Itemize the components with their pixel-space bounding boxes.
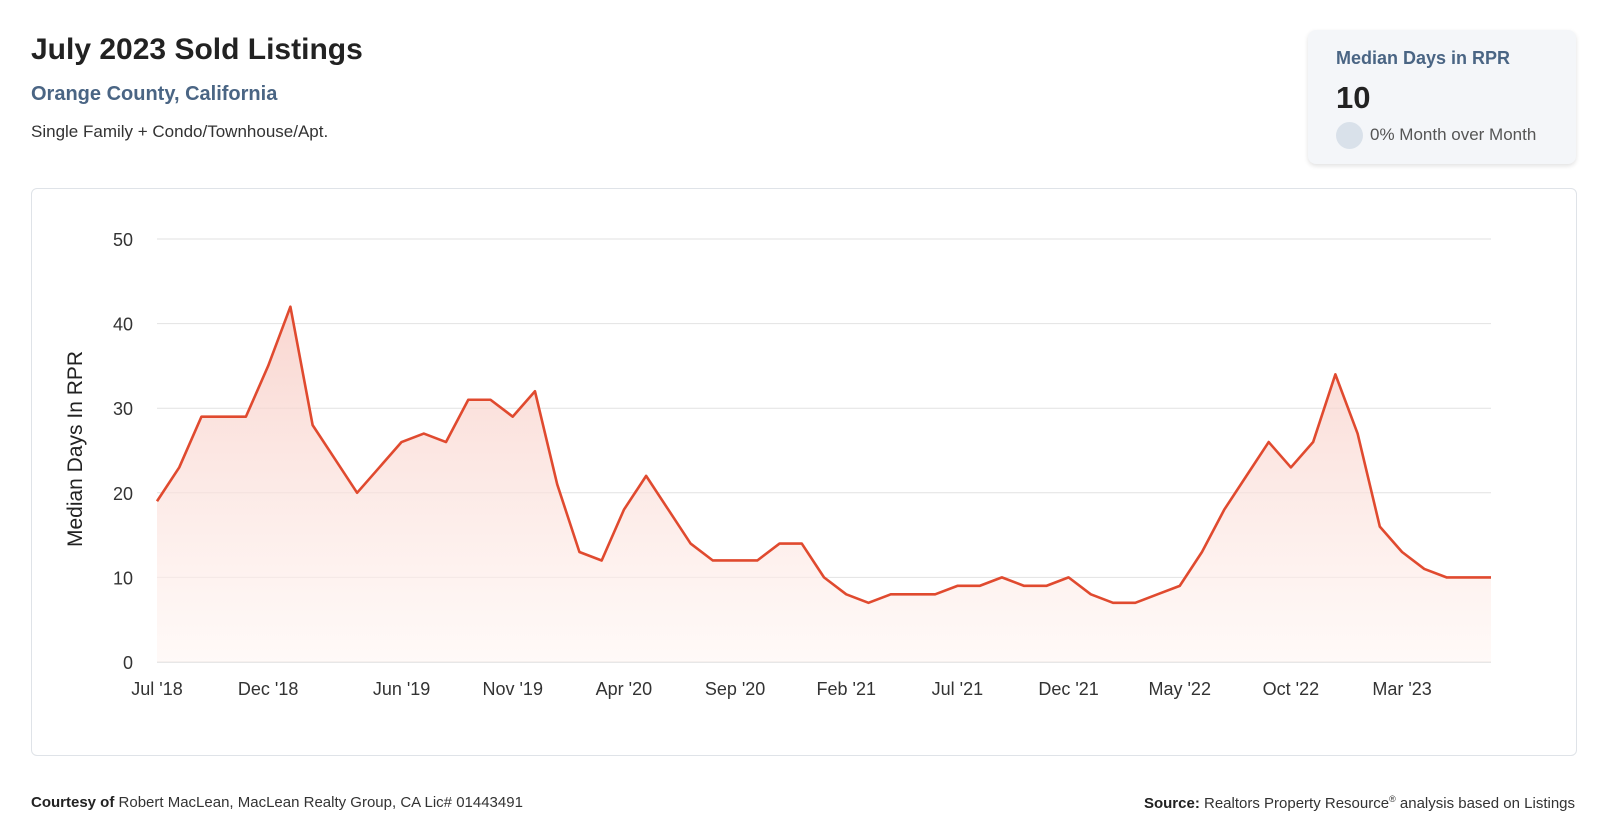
change-indicator-icon [1336,122,1363,149]
x-tick-label: Apr '20 [596,679,652,699]
stat-change-text: 0% Month over Month [1370,125,1537,144]
x-tick-label: Jul '18 [131,679,182,699]
x-tick-label: Nov '19 [482,679,542,699]
stat-label: Median Days in RPR [1336,48,1511,68]
source-text-2: analysis based on Listings [1399,795,1575,812]
registered-mark: ® [1389,794,1396,804]
median-days-stat-card: Median Days in RPR 10 0% Month over Mont… [1308,30,1576,164]
x-tick-label: Jul '21 [932,679,983,699]
x-tick-label: May '22 [1148,679,1210,699]
y-tick-label: 20 [113,484,133,504]
series-line [155,305,1491,605]
x-tick-label: Dec '18 [238,679,298,699]
x-tick-label: Oct '22 [1263,679,1319,699]
courtesy-label: Courtesy of [31,794,115,811]
series-area [157,306,1491,662]
source-footer: Source: Realtors Property Resource® anal… [1144,794,1575,812]
x-tick-label: Jun '19 [373,679,430,699]
y-tick-label: 0 [123,653,133,673]
x-tick-label: Mar '23 [1372,679,1431,699]
courtesy-text: Robert MacLean, MacLean Realty Group, CA… [118,794,523,811]
y-tick-label: 50 [113,230,133,250]
y-axis-ticks: 0 10 20 30 40 50 [113,230,133,673]
y-tick-label: 10 [113,568,133,588]
x-tick-label: Sep '20 [705,679,766,699]
x-tick-label: Dec '21 [1038,679,1098,699]
source-text: Realtors Property Resource [1204,795,1390,812]
y-tick-label: 40 [113,315,133,335]
line-chart: 0 10 20 30 40 50 Jul '18 Dec '18 Jun '19 Nov '19… [64,230,1491,699]
chart-card: 0 10 20 30 40 50 Jul '18 Dec '18 Jun '19 Nov '19… [31,188,1577,756]
courtesy-footer: Courtesy of Robert MacLean, MacLean Real… [31,794,523,811]
source-label: Source: [1143,795,1200,812]
x-tick-label: Feb '21 [816,679,875,699]
y-axis-label: Median Days In RPR [64,351,87,547]
page-title: July 2023 Sold Listings [31,33,363,66]
y-tick-label: 30 [113,399,133,419]
stat-value: 10 [1336,80,1371,115]
location-subtitle: Orange County, California [31,83,278,105]
x-axis-ticks: Jul '18 Dec '18 Jun '19 Nov '19 Apr '20 Sep '… [131,679,1432,699]
property-types-label: Single Family + Condo/Townhouse/Apt. [31,122,329,141]
